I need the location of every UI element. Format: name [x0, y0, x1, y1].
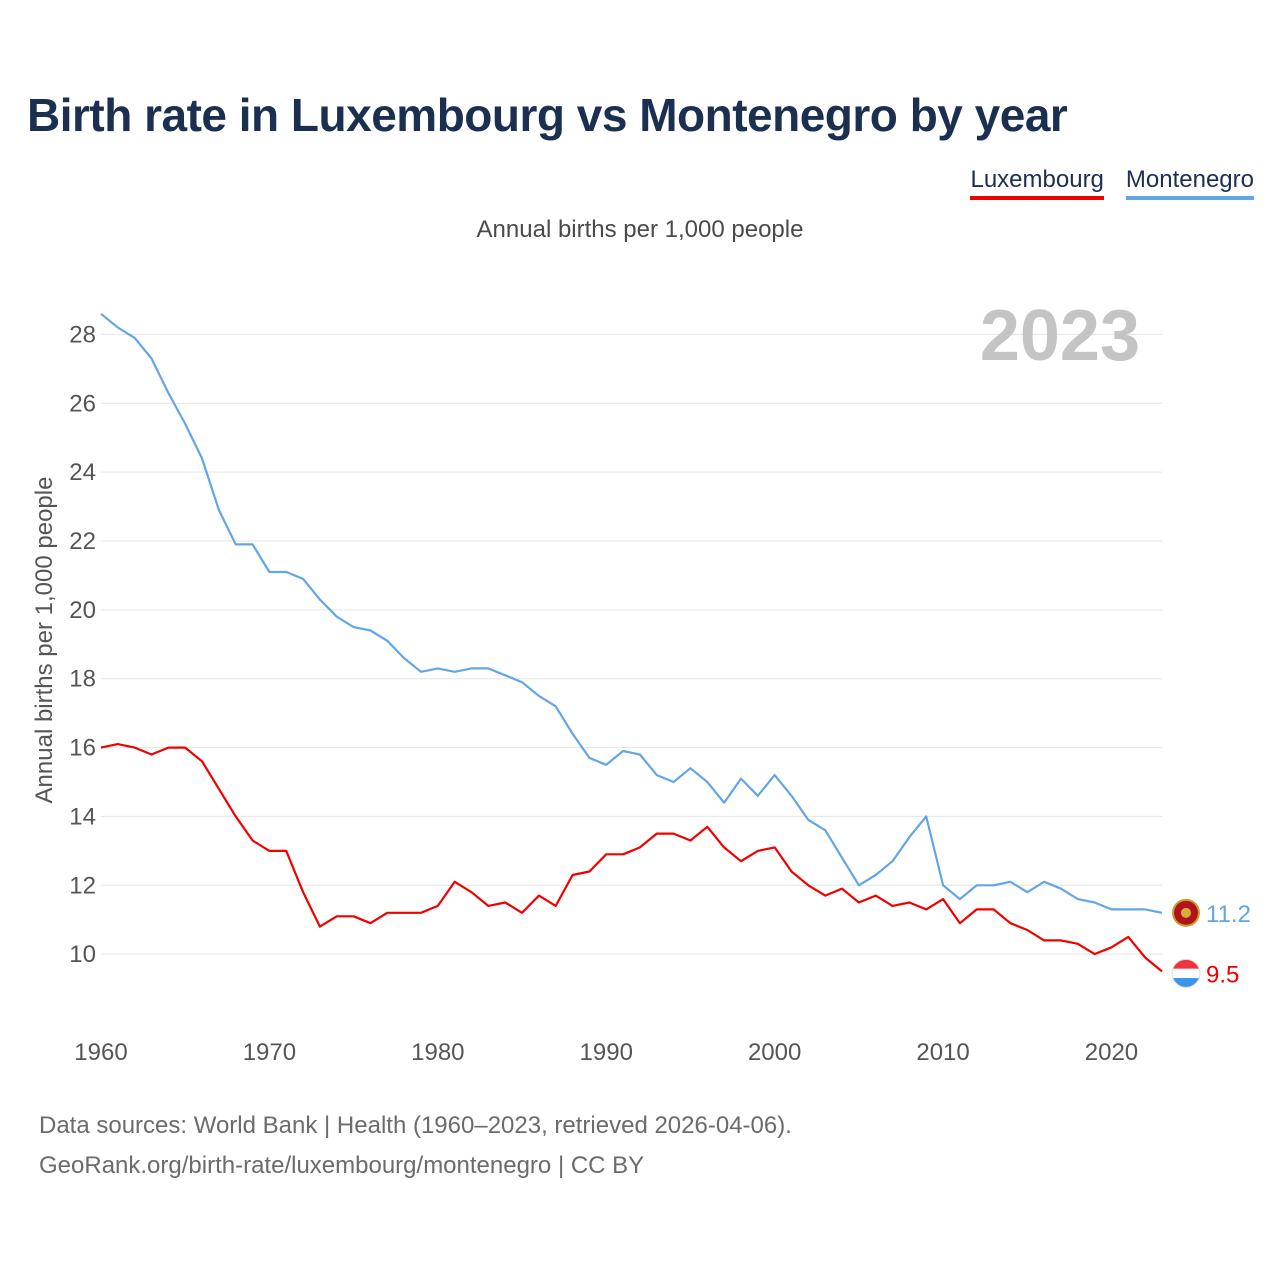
luxembourg-flag-icon [1171, 958, 1201, 988]
legend: Luxembourg Montenegro [970, 166, 1254, 200]
y-tick-label: 26 [69, 390, 96, 417]
source-line-1: Data sources: World Bank | Health (1960–… [39, 1112, 792, 1139]
chart-title: Birth rate in Luxembourg vs Montenegro b… [27, 89, 1068, 141]
source-line-2: GeoRank.org/birth-rate/luxembourg/monten… [39, 1152, 645, 1179]
chart-subtitle: Annual births per 1,000 people [476, 216, 804, 243]
source-note: Data sources: World Bank | Health (1960–… [39, 1106, 792, 1186]
legend-item-montenegro[interactable]: Montenegro [1125, 166, 1254, 200]
x-tick-label: 2020 [1085, 1039, 1138, 1066]
luxembourg-end-value: 9.5 [1206, 961, 1239, 988]
grid-lines [101, 333, 1162, 955]
series-line-luxembourg [100, 742, 1163, 973]
y-tick-label: 16 [69, 735, 96, 762]
series-lines [100, 312, 1163, 973]
x-tick-label: 1960 [74, 1039, 127, 1066]
y-tick-label: 18 [69, 666, 96, 693]
y-tick-label: 20 [69, 597, 96, 624]
y-tick-label: 12 [69, 872, 96, 899]
x-tick-label: 2000 [748, 1039, 801, 1066]
montenegro-end-value: 11.2 [1206, 901, 1251, 928]
x-tick-label: 1970 [243, 1039, 296, 1066]
y-tick-label: 28 [69, 321, 96, 348]
y-axis-label: Annual births per 1,000 people [31, 477, 58, 804]
legend-item-luxembourg[interactable]: Luxembourg [970, 166, 1104, 200]
x-tick-label: 1990 [580, 1039, 633, 1066]
end-labels: 11.2 9.5 [1171, 898, 1251, 988]
year-watermark: 2023 [980, 296, 1140, 376]
y-tick-label: 10 [69, 941, 96, 968]
y-tick-label: 24 [69, 459, 96, 486]
montenegro-flag-icon [1172, 898, 1200, 927]
y-axis-ticks: 10 12 14 16 18 20 22 24 26 28 [69, 321, 96, 968]
y-tick-label: 14 [69, 803, 96, 830]
x-tick-label: 2010 [916, 1039, 969, 1066]
x-tick-label: 1980 [411, 1039, 464, 1066]
y-tick-label: 22 [69, 528, 96, 555]
series-line-montenegro [100, 312, 1163, 914]
x-axis-ticks: 1960 1970 1980 1990 2000 2010 2020 [74, 1039, 1138, 1066]
